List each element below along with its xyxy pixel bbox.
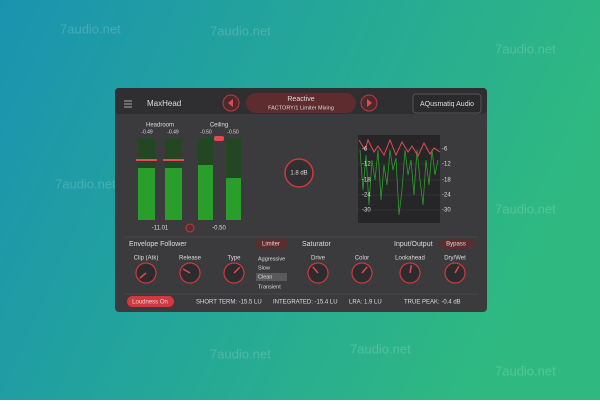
loudness-readout: SHORT TERM: -15.5 LU <box>196 300 262 306</box>
type-option[interactable]: Aggressive <box>258 256 285 262</box>
watermark: 7audio.net <box>210 23 271 38</box>
knob-label: Type <box>227 256 241 262</box>
headroom-label: Headroom <box>146 123 174 129</box>
scope-label: -6 <box>442 147 448 153</box>
knob-pointer <box>361 266 368 274</box>
type-option[interactable]: Transient <box>258 284 281 290</box>
watermark: 7audio.net <box>55 176 116 191</box>
headroom-left: -0.49 <box>141 129 153 135</box>
watermark: 7audio.net <box>495 363 556 378</box>
knob-pointer <box>312 266 319 274</box>
scope-label: -12 <box>442 162 451 168</box>
headroom-right: -0.49 <box>167 129 179 135</box>
knob-label: Color <box>355 256 369 262</box>
brand: AQusmatiq Audio <box>420 101 474 108</box>
section-title: Saturator <box>302 241 331 248</box>
scope-label: -30 <box>362 208 371 214</box>
knob-pointer <box>182 268 191 274</box>
knob-label: Release <box>179 256 202 262</box>
plugin-window: MaxHead Reactive FACTORY/1 Limiter Mixin… <box>115 88 487 312</box>
watermark: 7audio.net <box>210 346 271 361</box>
knob-label: Dry/Wet <box>444 256 466 262</box>
scope-label: -24 <box>442 193 451 199</box>
knob-label: Drive <box>311 256 326 262</box>
knob-pointer <box>409 264 413 274</box>
watermark: 7audio.net <box>350 341 411 356</box>
headroom-readout: -11.01 <box>152 226 169 232</box>
preset-box[interactable] <box>246 93 356 113</box>
watermark: 7audio.net <box>495 201 556 216</box>
mode-label: Limiter <box>262 242 280 248</box>
loudness-readout: TRUE PEAK: -0.4 dB <box>404 300 461 306</box>
scope-label: -18 <box>442 178 451 184</box>
scope-label: -12 <box>362 162 371 168</box>
scope-label: -18 <box>362 178 371 184</box>
knob-pointer <box>139 272 147 279</box>
scope-label: -30 <box>442 208 451 214</box>
section-title: Envelope Follower <box>129 241 187 248</box>
watermark: 7audio.net <box>60 21 121 36</box>
preset-path: FACTORY/1 Limiter Mixing <box>268 105 334 111</box>
ceiling-slider[interactable] <box>214 136 224 141</box>
knob-pointer <box>233 266 241 274</box>
bypass-label: Bypass <box>446 242 466 248</box>
knob-label: Clip (Atk) <box>134 256 159 262</box>
knob-label: Lookahead <box>395 256 425 262</box>
mode-button[interactable] <box>256 239 287 249</box>
watermark: 7audio.net <box>495 41 556 56</box>
scope-label: -24 <box>362 193 371 199</box>
ceiling-right: -0.50 <box>227 129 239 135</box>
gain-value: 1.8 dB <box>290 171 307 177</box>
ceiling-label: Ceiling <box>210 123 228 129</box>
scope-label: -6 <box>362 147 368 153</box>
preset-name: Reactive <box>287 96 314 103</box>
bypass-button[interactable] <box>440 239 473 249</box>
loudness-button[interactable] <box>127 296 174 307</box>
section-title: Input/Output <box>394 241 433 248</box>
ceiling-left: -0.50 <box>200 129 212 135</box>
ceiling-readout: -0.50 <box>212 226 226 232</box>
gain-display <box>284 158 314 188</box>
type-option[interactable]: Slow <box>258 265 270 271</box>
loudness-readout: INTEGRATED: -15.4 LU <box>273 300 338 306</box>
link-button[interactable] <box>185 223 195 233</box>
plugin-title: MaxHead <box>147 99 181 108</box>
loudness-readout: LRA: 1.9 LU <box>349 300 382 306</box>
loudness-label: Loudness On <box>132 300 168 306</box>
knob-pointer <box>454 265 460 274</box>
type-option[interactable]: Clean <box>258 274 272 280</box>
